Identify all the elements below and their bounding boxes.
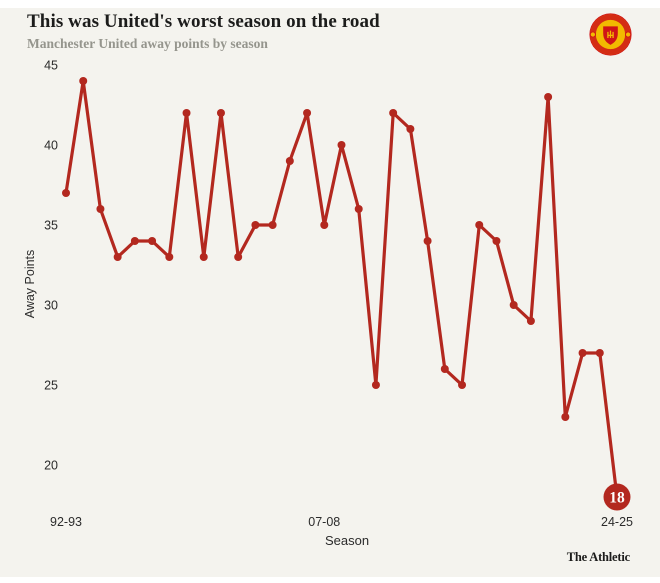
- data-point: [148, 237, 157, 245]
- data-point: [423, 237, 432, 245]
- data-point: [440, 365, 449, 373]
- data-point: [182, 109, 191, 117]
- y-axis-title: Away Points: [23, 249, 37, 319]
- y-tick-label: 45: [44, 59, 58, 73]
- final-point-badge: [603, 483, 631, 511]
- data-point: [62, 189, 70, 197]
- data-point: [251, 221, 260, 229]
- data-point: [509, 301, 518, 309]
- x-axis-title: Season: [324, 533, 370, 548]
- data-point: [96, 205, 105, 213]
- data-point: [165, 253, 174, 261]
- data-point: [199, 253, 208, 261]
- x-tick-label: 07-08: [308, 515, 340, 529]
- y-tick-label: 25: [44, 379, 58, 393]
- data-point: [337, 141, 346, 149]
- data-point: [354, 205, 363, 213]
- data-point: [113, 253, 122, 261]
- data-point: [526, 317, 535, 325]
- data-point: [303, 109, 312, 117]
- data-point: [216, 109, 225, 117]
- data-point: [79, 77, 88, 85]
- athletic-brand: The Athletic: [566, 550, 630, 564]
- data-point: [371, 381, 380, 389]
- x-tick-label: 24-25: [601, 515, 633, 529]
- x-tick-label: 92-93: [50, 515, 82, 529]
- manchester-united-crest-icon: [589, 13, 632, 56]
- data-point: [475, 221, 484, 229]
- data-point: [234, 253, 243, 261]
- data-point: [406, 125, 415, 133]
- data-point: [320, 221, 329, 229]
- y-tick-label: 30: [44, 299, 58, 313]
- data-point: [389, 109, 398, 117]
- chart-subtitle: Manchester United away points by season: [27, 36, 268, 51]
- final-point-value: 18: [609, 490, 625, 507]
- data-point: [578, 349, 587, 357]
- data-point: [544, 93, 553, 101]
- data-point: [595, 349, 604, 357]
- data-point: [285, 157, 294, 165]
- data-point: [130, 237, 139, 245]
- data-point: [492, 237, 501, 245]
- manchester-united-crest-logo: [589, 13, 632, 56]
- data-point: [561, 413, 570, 421]
- y-tick-label: 20: [44, 459, 58, 473]
- y-tick-label: 40: [44, 139, 58, 153]
- data-point: [268, 221, 277, 229]
- y-tick-label: 35: [44, 219, 58, 233]
- data-point: [458, 381, 467, 389]
- chart-title: This was United's worst season on the ro…: [27, 11, 380, 32]
